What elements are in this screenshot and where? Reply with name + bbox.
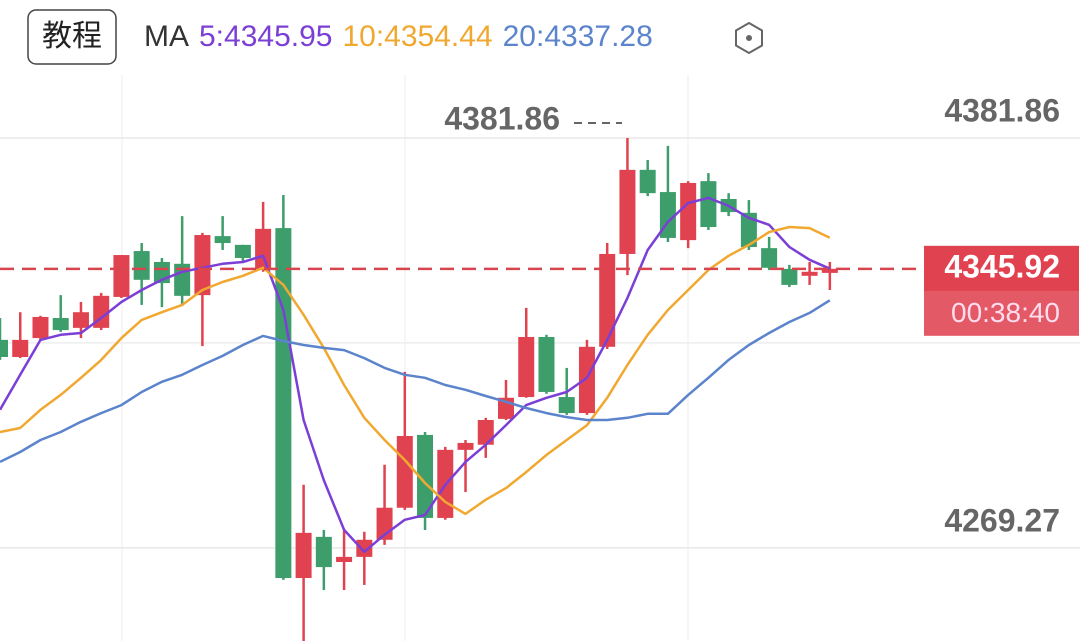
candle-body xyxy=(295,532,312,579)
ma-line xyxy=(0,225,831,516)
candle-body xyxy=(639,169,656,194)
candle-body xyxy=(781,268,798,285)
legend-entry: 10:4354.44 xyxy=(342,20,492,53)
candle-body xyxy=(113,255,130,297)
tutorial-button-frame[interactable] xyxy=(27,9,117,65)
candle-body xyxy=(336,556,353,562)
candle-body xyxy=(740,212,757,248)
candle-body xyxy=(315,536,332,568)
legend-title: MA xyxy=(144,20,189,53)
candle-body xyxy=(599,253,616,347)
candle-body xyxy=(133,251,150,280)
ma-line xyxy=(0,299,831,464)
candle-body xyxy=(12,339,29,358)
current-price-label: 4345.92 xyxy=(944,248,1060,284)
candle-body xyxy=(356,539,373,557)
tutorial-button[interactable]: 教程 xyxy=(42,20,102,53)
candle-body xyxy=(558,397,575,414)
candle-body xyxy=(0,339,8,358)
candle-body xyxy=(477,419,494,445)
countdown-box xyxy=(924,291,1079,336)
candle-body xyxy=(417,434,434,518)
candle-body xyxy=(72,312,89,328)
candle-body xyxy=(275,228,292,579)
candle-body xyxy=(801,271,818,276)
y-tick-label: 4381.86 xyxy=(944,92,1060,128)
candle-body xyxy=(457,442,474,450)
candle-body xyxy=(52,318,69,331)
candle-body xyxy=(234,244,251,258)
candle-body xyxy=(578,346,595,414)
candle-body xyxy=(761,248,778,268)
candle-body xyxy=(255,228,272,270)
candle-body xyxy=(700,181,717,228)
candle-body xyxy=(821,268,838,273)
candle-body xyxy=(396,436,413,508)
legend-entry: 5:4345.95 xyxy=(199,20,332,53)
legend-entry: 20:4337.28 xyxy=(503,20,653,53)
candle-body xyxy=(518,336,535,398)
candle-body xyxy=(538,336,555,392)
price-box xyxy=(924,245,1079,292)
candle-body xyxy=(32,316,49,339)
settings-icon[interactable] xyxy=(735,21,763,55)
ma-legend: MA 5:4345.95 10:4354.44 20:4337.28 xyxy=(144,20,653,53)
candle-body xyxy=(214,236,231,244)
candle-body xyxy=(680,182,697,241)
candle-body xyxy=(194,235,211,296)
y-tick-label: 4269.27 xyxy=(944,502,1060,538)
ma-line xyxy=(0,196,831,554)
countdown: 00:38:40 xyxy=(951,297,1060,328)
candle-body xyxy=(619,169,636,254)
high-marker-label: 4381.86 xyxy=(444,100,560,136)
